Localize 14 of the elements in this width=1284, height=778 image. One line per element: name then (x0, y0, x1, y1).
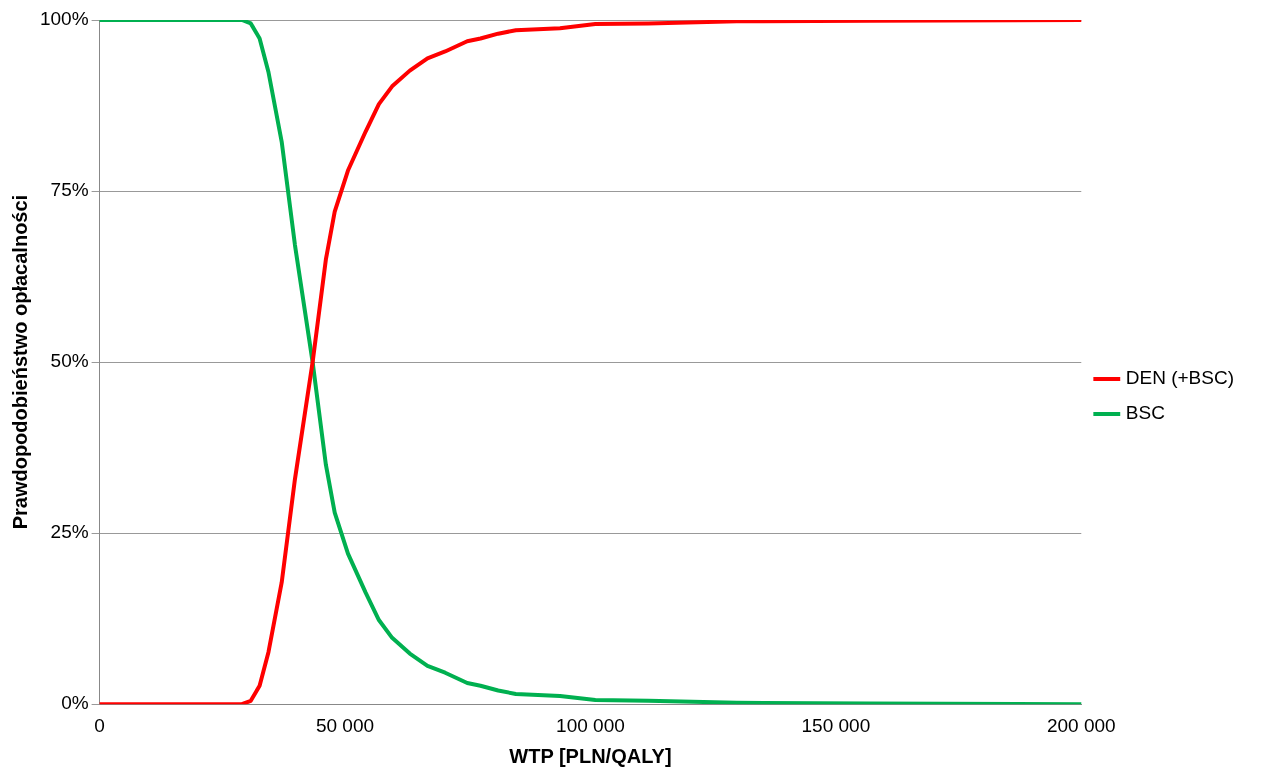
x-axis-title: WTP [PLN/QALY] (509, 744, 672, 767)
y-tick-label: 25% (50, 521, 89, 543)
x-tick-label: 0 (94, 714, 105, 736)
x-tick-label: 200 000 (1046, 714, 1116, 736)
x-tick-label: 150 000 (801, 714, 871, 736)
y-tick-label: 0% (61, 692, 89, 714)
y-tick-label: 75% (50, 179, 89, 201)
legend-label: DEN (+BSC) (1125, 367, 1235, 389)
y-tick-label: 50% (50, 350, 89, 372)
x-tick-label: 100 000 (556, 714, 625, 736)
x-tick-label: 50 000 (315, 714, 375, 736)
legend-label: BSC (1125, 402, 1165, 424)
y-axis-title: Prawdopodobieństwo opłacalności (8, 194, 31, 530)
y-tick-label: 100% (39, 8, 89, 30)
